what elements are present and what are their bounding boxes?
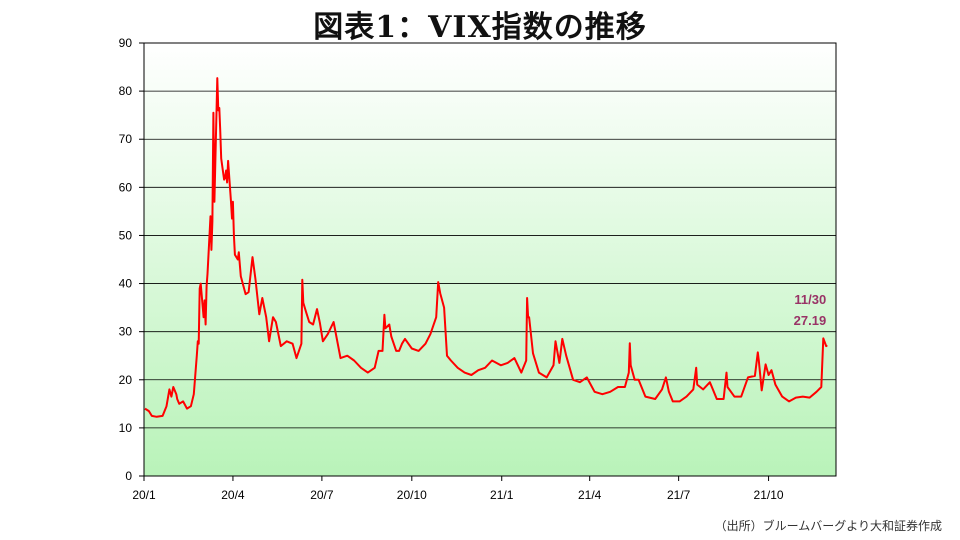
y-tick-label: 0 [125, 469, 132, 483]
y-tick-label: 20 [119, 373, 133, 387]
x-tick-label: 21/1 [490, 488, 514, 502]
y-tick-label: 90 [119, 36, 133, 50]
annotation-value: 27.19 [794, 313, 827, 328]
y-tick-label: 10 [119, 421, 133, 435]
y-tick-label: 30 [119, 325, 133, 339]
annotation-date: 11/30 [794, 292, 826, 307]
x-tick-label: 21/4 [578, 488, 602, 502]
x-tick-label: 20/1 [132, 488, 156, 502]
y-tick-label: 40 [119, 277, 133, 291]
y-tick-label: 80 [119, 84, 133, 98]
x-tick-label: 20/4 [221, 488, 245, 502]
plot-area [144, 43, 836, 476]
x-tick-label: 21/7 [667, 488, 691, 502]
y-axis: 0 10 20 30 40 50 60 70 80 90 [119, 36, 144, 483]
x-axis: 20/1 20/4 20/7 20/10 21/1 21/4 21/7 21/10 [132, 476, 784, 502]
x-tick-label: 20/7 [310, 488, 334, 502]
y-tick-label: 50 [119, 228, 133, 242]
x-tick-label: 21/10 [754, 488, 784, 502]
source-note: （出所）ブルームバーグより大和証券作成 [715, 517, 942, 534]
y-tick-label: 70 [119, 132, 133, 146]
y-tick-label: 60 [119, 180, 133, 194]
x-tick-label: 20/10 [397, 488, 427, 502]
